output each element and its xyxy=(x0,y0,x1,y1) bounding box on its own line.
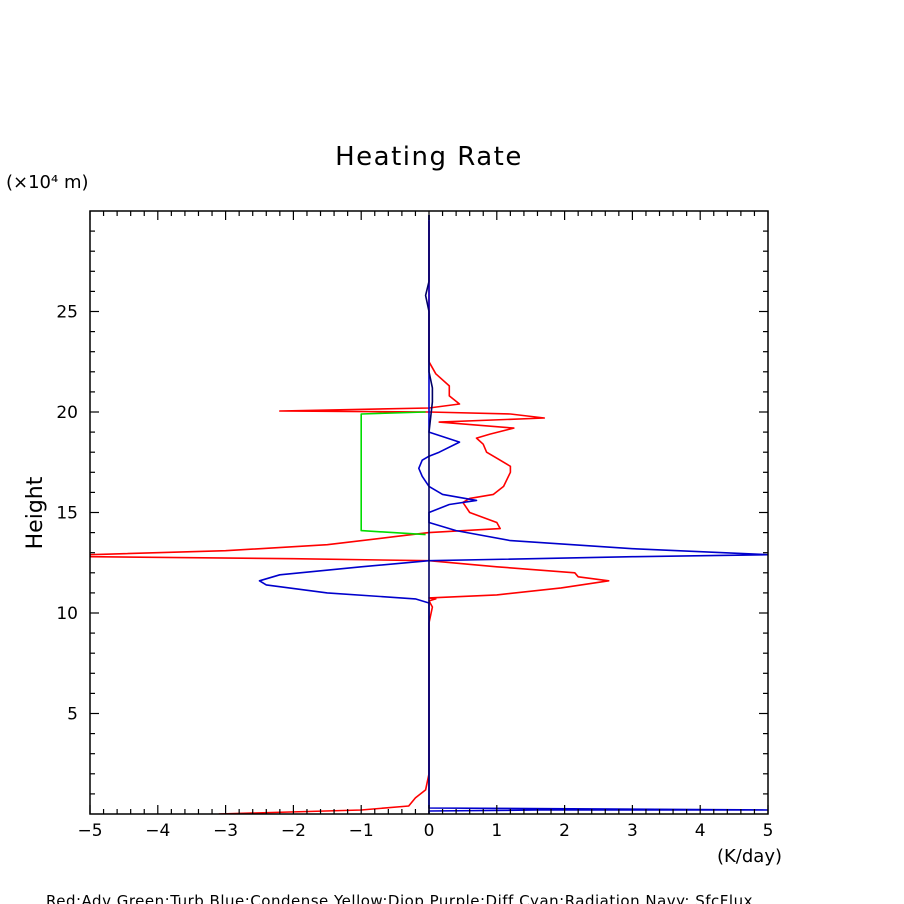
y-unit-label: (×10⁴ m) xyxy=(6,172,89,193)
chart-title: Heating Rate xyxy=(335,142,523,172)
y-tick-label: 25 xyxy=(56,303,78,323)
x-tick-label: −4 xyxy=(145,821,170,841)
x-tick-label: 4 xyxy=(695,821,706,841)
x-tick-label: 2 xyxy=(559,821,570,841)
series-line-turb xyxy=(360,411,426,536)
ticks-layer: −5 −4 −3 −2 −1 0 1 2 3 4 5 5 10 15 20 25 xyxy=(56,211,773,841)
x-tick-label: −3 xyxy=(213,821,238,841)
x-tick-label: 5 xyxy=(763,821,774,841)
legend-text: Red:Adv Green:Turb Blue:Condense Yellow:… xyxy=(46,892,753,904)
series-layer xyxy=(90,215,768,814)
series-line-adv xyxy=(90,221,610,814)
x-tick-label: 1 xyxy=(491,821,502,841)
plot-frame xyxy=(89,210,769,815)
plot-area xyxy=(90,215,768,814)
x-unit-label: (K/day) xyxy=(717,846,782,867)
y-axis-label: Height xyxy=(23,476,48,549)
x-tick-label: 3 xyxy=(627,821,638,841)
y-tick-label: 15 xyxy=(56,504,78,524)
series-line-sfcflux xyxy=(424,215,434,814)
x-tick-label: −2 xyxy=(281,821,306,841)
y-tick-label: 10 xyxy=(56,604,78,624)
x-tick-label: 0 xyxy=(424,821,435,841)
x-tick-label: −1 xyxy=(349,821,374,841)
y-tick-label: 5 xyxy=(67,705,78,725)
y-tick-label: 20 xyxy=(56,403,78,423)
x-tick-label: −5 xyxy=(77,821,102,841)
series-line-condense xyxy=(258,215,768,814)
